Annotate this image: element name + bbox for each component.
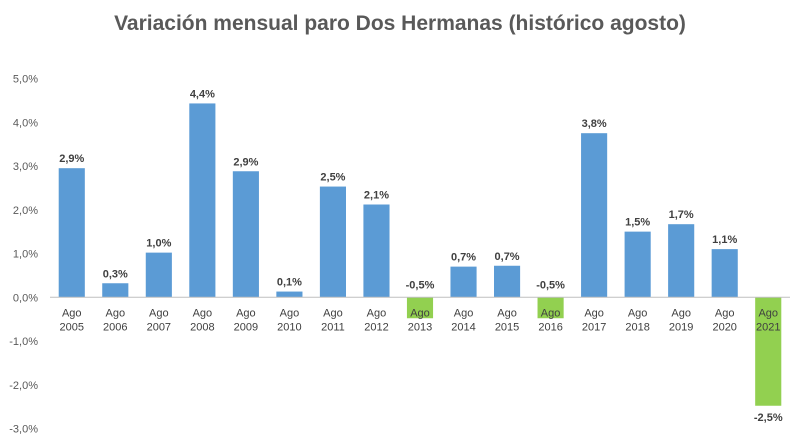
bar <box>624 231 651 298</box>
y-tick-label: 1,0% <box>13 249 38 261</box>
x-tick-label: 2007 <box>147 321 171 333</box>
x-tick-label: Ago <box>106 307 126 319</box>
bar <box>102 283 129 298</box>
x-tick-label: Ago <box>323 307 343 319</box>
bar <box>537 297 564 319</box>
bar <box>494 265 521 298</box>
x-tick-label: 2010 <box>277 321 301 333</box>
chart-title: Variación mensual paro Dos Hermanas (his… <box>114 12 686 35</box>
data-label: 2,1% <box>364 190 389 202</box>
data-label: 2,5% <box>320 172 345 184</box>
data-label: 0,1% <box>277 277 302 289</box>
x-tick-label: Ago <box>280 307 300 319</box>
y-tick-label: -2,0% <box>9 380 38 392</box>
data-label: -0,5% <box>406 279 435 291</box>
x-tick-label: 2013 <box>408 321 432 333</box>
x-tick-label: Ago <box>541 307 561 319</box>
x-tick-label: 2008 <box>190 321 214 333</box>
bar <box>145 252 172 298</box>
y-tick-label: 5,0% <box>13 74 38 86</box>
x-tick-label: 2012 <box>364 321 388 333</box>
data-label: 2,9% <box>233 156 258 168</box>
bar <box>189 103 216 298</box>
x-tick-label: Ago <box>628 307 648 319</box>
bar <box>363 204 390 298</box>
x-tick-label: Ago <box>410 307 430 319</box>
x-tick-label: Ago <box>149 307 169 319</box>
bar <box>711 249 738 298</box>
data-label: 1,7% <box>669 209 694 221</box>
x-tick-label: Ago <box>62 307 82 319</box>
x-tick-label: 2021 <box>756 321 780 333</box>
x-tick-label: 2011 <box>321 321 345 333</box>
x-tick-label: 2009 <box>234 321 258 333</box>
data-label: 0,7% <box>495 251 520 263</box>
data-label: 0,3% <box>103 268 128 280</box>
bar <box>276 291 303 298</box>
y-tick-label: 0,0% <box>13 292 38 304</box>
data-label: 4,4% <box>190 88 215 100</box>
y-tick-label: -1,0% <box>9 336 38 348</box>
x-tick-label: Ago <box>367 307 387 319</box>
y-tick-label: -3,0% <box>9 424 38 436</box>
x-tick-label: 2005 <box>60 321 84 333</box>
data-label: -2,5% <box>754 412 783 424</box>
bar <box>319 186 346 298</box>
x-tick-label: 2014 <box>451 321 475 333</box>
x-tick-label: Ago <box>497 307 517 319</box>
bar <box>668 224 695 298</box>
x-tick-label: 2019 <box>669 321 693 333</box>
data-label: 1,5% <box>625 217 650 229</box>
x-tick-label: Ago <box>236 307 256 319</box>
bar <box>406 297 434 319</box>
x-tick-label: 2016 <box>538 321 562 333</box>
x-tick-label: Ago <box>193 307 213 319</box>
x-tick-label: 2015 <box>495 321 519 333</box>
x-tick-label: 2018 <box>625 321 649 333</box>
y-tick-label: 2,0% <box>13 205 38 217</box>
x-tick-label: Ago <box>454 307 474 319</box>
data-label: 3,8% <box>582 118 607 130</box>
bar <box>450 266 477 298</box>
x-tick-label: Ago <box>671 307 691 319</box>
data-label: -0,5% <box>536 279 565 291</box>
bar <box>581 133 608 298</box>
x-tick-label: Ago <box>715 307 735 319</box>
y-tick-label: 4,0% <box>13 117 38 129</box>
data-label: 1,0% <box>146 238 171 250</box>
bar <box>232 171 259 298</box>
x-tick-label: Ago <box>584 307 604 319</box>
bar <box>58 168 85 298</box>
x-tick-label: Ago <box>758 307 778 319</box>
x-tick-label: 2020 <box>712 321 736 333</box>
data-label: 0,7% <box>451 252 476 264</box>
y-tick-label: 3,0% <box>13 161 38 173</box>
x-tick-label: 2017 <box>582 321 606 333</box>
bar <box>755 297 782 406</box>
data-label: 1,1% <box>712 234 737 246</box>
data-label: 2,9% <box>59 153 84 165</box>
x-tick-label: 2006 <box>103 321 127 333</box>
